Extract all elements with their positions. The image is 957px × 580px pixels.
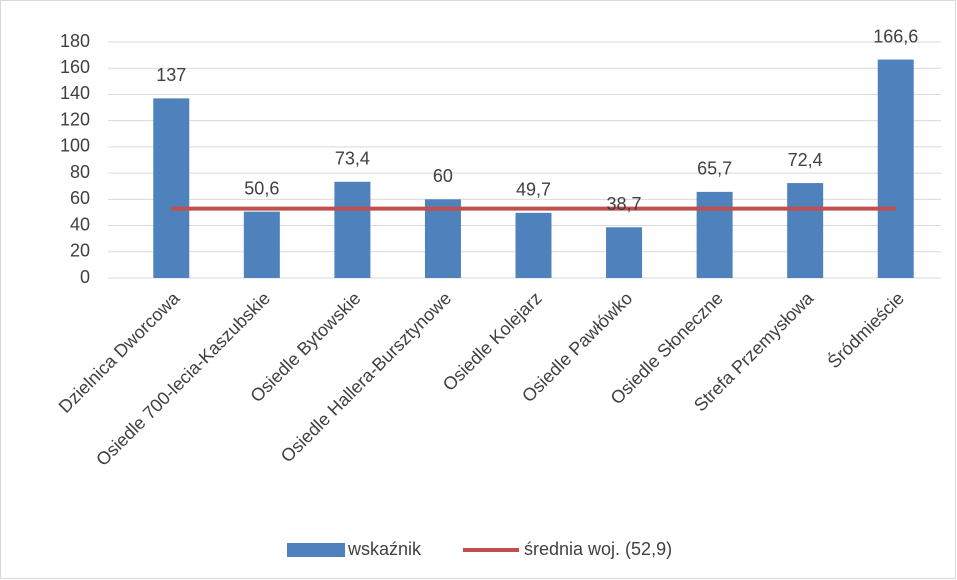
y-tick-label: 180 bbox=[60, 31, 90, 51]
data-label: 38,7 bbox=[607, 194, 642, 214]
legend-label: wskaźnik bbox=[347, 539, 422, 559]
data-label: 50,6 bbox=[244, 178, 279, 198]
y-tick-label: 20 bbox=[70, 241, 90, 261]
y-tick-label: 60 bbox=[70, 188, 90, 208]
data-label: 137 bbox=[156, 65, 186, 85]
data-label: 166,6 bbox=[873, 26, 918, 46]
data-label: 72,4 bbox=[788, 150, 823, 170]
bar bbox=[153, 98, 190, 278]
y-tick-label: 100 bbox=[60, 136, 90, 156]
bar bbox=[787, 183, 824, 278]
bar bbox=[243, 211, 280, 278]
y-tick-label: 160 bbox=[60, 57, 90, 77]
legend-label: średnia woj. (52,9) bbox=[524, 539, 672, 559]
bar bbox=[424, 199, 461, 278]
y-tick-label: 120 bbox=[60, 109, 90, 129]
legend-swatch bbox=[287, 543, 345, 557]
data-label: 73,4 bbox=[335, 149, 370, 169]
y-tick-label: 0 bbox=[80, 267, 90, 287]
bar bbox=[696, 191, 733, 278]
data-label: 60 bbox=[433, 166, 453, 186]
bar bbox=[877, 59, 914, 278]
bar bbox=[515, 212, 552, 278]
y-tick-label: 140 bbox=[60, 83, 90, 103]
bar bbox=[606, 227, 643, 278]
y-tick-label: 80 bbox=[70, 162, 90, 182]
data-label: 49,7 bbox=[516, 180, 551, 200]
data-label: 65,7 bbox=[697, 159, 732, 179]
y-tick-label: 40 bbox=[70, 214, 90, 234]
bar bbox=[334, 181, 371, 278]
